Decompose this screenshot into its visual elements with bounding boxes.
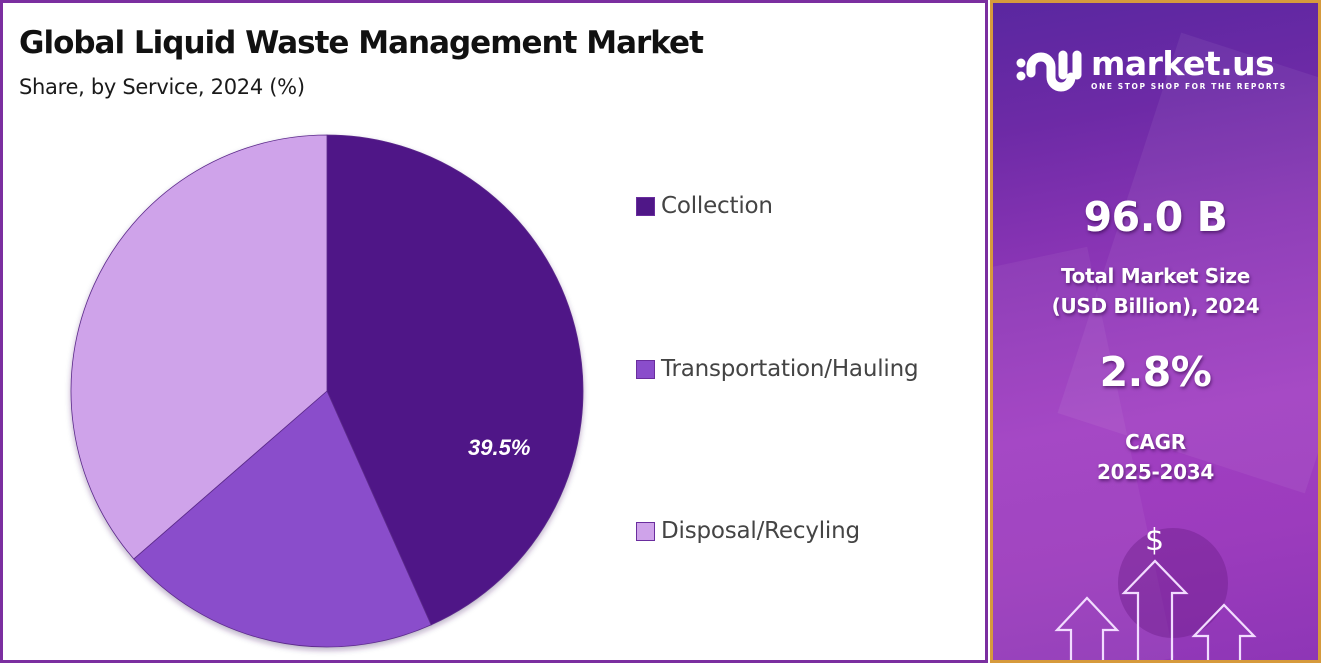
chart-panel: Global Liquid Waste Management Market Sh… — [0, 0, 988, 663]
brand-logo[interactable]: market.us ONE STOP SHOP FOR THE REPORTS — [1015, 43, 1287, 95]
market-size-value: 96.0 B — [1083, 193, 1228, 241]
cagr-value: 2.8% — [1099, 348, 1212, 396]
growth-arrows-icon — [1054, 559, 1257, 660]
cagr-label: CAGR — [1125, 430, 1186, 454]
legend-label: Collection — [661, 193, 773, 219]
pie-chart: 39.5% — [63, 127, 603, 663]
pie-slices — [70, 134, 584, 648]
legend-swatch-collection — [636, 196, 655, 216]
legend-item-collection[interactable]: Collection — [636, 193, 773, 219]
chart-subtitle: Share, by Service, 2024 (%) — [19, 75, 305, 99]
market-size-label-line2: (USD Billion), 2024 — [1051, 294, 1260, 318]
chart-title: Global Liquid Waste Management Market — [19, 25, 704, 61]
cagr-period: 2025-2034 — [1097, 460, 1214, 484]
brand-name: market.us — [1091, 44, 1275, 83]
brand-tagline: ONE STOP SHOP FOR THE REPORTS — [1091, 82, 1287, 91]
market-size-label-line1: Total Market Size — [1060, 264, 1251, 288]
summary-panel: market.us ONE STOP SHOP FOR THE REPORTS … — [990, 0, 1321, 663]
legend-item-disposal[interactable]: Disposal/Recyling — [636, 518, 860, 544]
slice-label-collection: 39.5% — [468, 435, 531, 460]
legend-item-transportation[interactable]: Transportation/Hauling — [636, 356, 919, 382]
pie-slice-transportation[interactable] — [133, 390, 432, 648]
market-us-logo-icon — [1016, 50, 1082, 92]
legend-swatch-disposal — [636, 521, 655, 541]
legend-label: Transportation/Hauling — [661, 356, 919, 382]
pie-svg — [70, 134, 584, 648]
pie-slice-collection[interactable] — [326, 134, 584, 626]
pie-slice-disposal[interactable] — [70, 134, 328, 560]
dollar-icon: $ — [1145, 523, 1165, 558]
legend-swatch-transportation — [636, 359, 655, 379]
legend-label: Disposal/Recyling — [661, 518, 860, 544]
